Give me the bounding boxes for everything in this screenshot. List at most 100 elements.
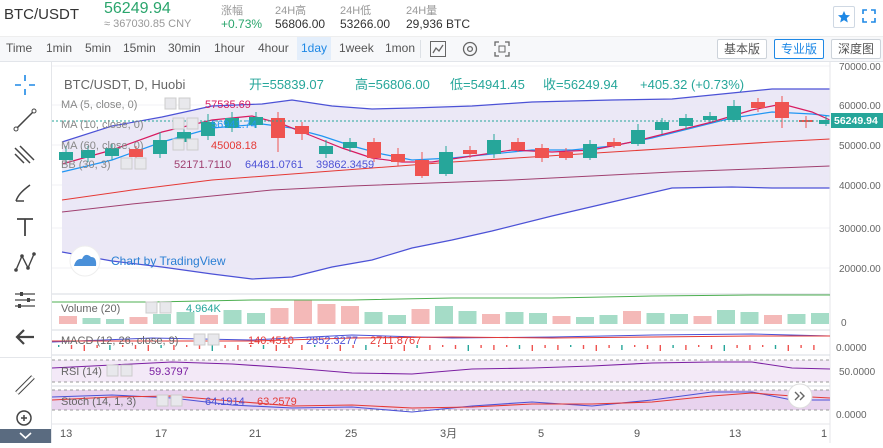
- eye-icon[interactable]: [145, 301, 158, 314]
- volume-bar: [670, 314, 688, 324]
- close-icon[interactable]: [186, 117, 199, 130]
- eye-icon[interactable]: [172, 117, 185, 130]
- macd-histogram-bar: [147, 345, 149, 351]
- close-icon[interactable]: [134, 157, 147, 170]
- timeframe-15min[interactable]: 15min: [123, 41, 156, 55]
- expand-button[interactable]: [859, 6, 879, 26]
- timeframe-5min[interactable]: 5min: [85, 41, 112, 55]
- eye-icon[interactable]: [120, 157, 133, 170]
- volume-bar: [82, 318, 101, 324]
- back-arrow-icon[interactable]: [12, 324, 38, 350]
- macd-histogram-bar: [365, 345, 367, 350]
- macd-histogram-bar: [262, 345, 265, 349]
- timeframe-30min[interactable]: 30min: [168, 41, 201, 55]
- indicator-icon[interactable]: [429, 40, 447, 58]
- volume-label: 24H量: [406, 5, 438, 17]
- price-tick-50000: 50000.00: [839, 141, 881, 152]
- macd-histogram-bar: [800, 345, 802, 348]
- macd-histogram-bar: [416, 345, 418, 348]
- timeframe-4hour[interactable]: 4hour: [258, 41, 289, 55]
- candlesticks: [59, 96, 833, 178]
- close-icon[interactable]: [159, 301, 172, 314]
- macd-histogram-bar: [237, 345, 239, 350]
- tradingview-watermark[interactable]: Chart by TradingView: [69, 245, 226, 277]
- volume-bar: [317, 304, 336, 324]
- volume-bar: [623, 311, 641, 324]
- timeframe-1week[interactable]: 1week: [339, 41, 374, 55]
- text-icon[interactable]: [12, 214, 38, 240]
- rsi-value: 59.3797: [149, 366, 189, 378]
- timeframe-time[interactable]: Time: [6, 41, 33, 55]
- candle-body: [463, 150, 477, 154]
- fullscreen-icon[interactable]: [493, 40, 511, 58]
- zoom-icon[interactable]: [12, 406, 38, 432]
- trendline-icon[interactable]: [12, 107, 38, 133]
- ma10-value: 56941.74: [211, 119, 257, 131]
- candle-body: [391, 154, 405, 162]
- macd-value-1: 140.4510: [248, 335, 294, 347]
- bb-label: BB (30, 3): [61, 159, 111, 171]
- candle-body: [153, 140, 167, 154]
- volume-bar: [129, 317, 148, 324]
- timeframe-1day[interactable]: 1day: [301, 41, 328, 55]
- eye-icon[interactable]: [106, 364, 119, 377]
- macd-histogram-bar: [224, 345, 226, 348]
- close-icon[interactable]: [170, 394, 183, 407]
- volume-ma-line: [52, 294, 830, 303]
- view-basic-button[interactable]: 基本版: [717, 39, 768, 59]
- price-tick-70000: 70000.00: [839, 62, 881, 73]
- timeframe-1mon[interactable]: 1mon: [385, 41, 416, 55]
- macd-histogram-bar: [326, 345, 329, 349]
- eye-icon[interactable]: [172, 138, 185, 151]
- macd-histogram-bar: [454, 345, 457, 349]
- eye-icon[interactable]: [193, 333, 206, 346]
- favorite-button[interactable]: [833, 6, 855, 28]
- pattern-icon[interactable]: [12, 250, 38, 276]
- time-tick: 1: [821, 428, 827, 440]
- close-icon[interactable]: [186, 138, 199, 151]
- close-icon[interactable]: [207, 333, 220, 346]
- macd-histogram-bar: [595, 345, 597, 351]
- timeframe-1min[interactable]: 1min: [46, 41, 73, 55]
- timeframe-1hour[interactable]: 1hour: [214, 41, 245, 55]
- measure-icon[interactable]: [12, 287, 38, 313]
- price-tick-30000: 30000.00: [839, 224, 881, 235]
- crosshair-icon[interactable]: [12, 72, 38, 98]
- legend-low: 低=54941.45: [450, 77, 525, 92]
- volume-bar: [505, 312, 524, 324]
- close-icon[interactable]: [120, 364, 133, 377]
- volume-axis-tick: 0: [841, 318, 847, 329]
- candle-body: [271, 118, 285, 138]
- bollinger-lower-line: [61, 186, 830, 280]
- macd-histogram-bar: [736, 345, 738, 348]
- close-icon[interactable]: [178, 97, 191, 110]
- settings-icon[interactable]: [461, 40, 479, 58]
- candle-body: [59, 152, 73, 160]
- expand-icon: [862, 9, 876, 23]
- ma60-value: 45008.18: [211, 140, 257, 152]
- macd-histogram-bar: [787, 345, 789, 351]
- sidebar-collapse-bar[interactable]: [0, 429, 51, 443]
- time-tick: 25: [345, 428, 357, 440]
- volume-bar: [693, 316, 712, 324]
- time-tick: 21: [249, 428, 261, 440]
- brush-icon[interactable]: [12, 179, 38, 205]
- candle-body: [105, 148, 119, 156]
- fib-icon[interactable]: [12, 142, 38, 168]
- macd-histogram-bar: [557, 345, 559, 350]
- view-pro-button[interactable]: 专业版: [774, 39, 825, 59]
- macd-value-2: 2852.3277: [306, 335, 358, 347]
- eye-icon[interactable]: [164, 97, 177, 110]
- macd-histogram-bar: [762, 345, 764, 347]
- eye-icon[interactable]: [156, 394, 169, 407]
- volume-bar: [458, 311, 477, 324]
- legend-close: 收=56249.94: [543, 77, 618, 92]
- scroll-to-latest-button[interactable]: [787, 383, 813, 409]
- candle-body: [775, 102, 789, 118]
- ruler-icon[interactable]: [12, 372, 38, 398]
- candle-body: [559, 152, 573, 158]
- macd-histogram-bar: [582, 345, 585, 349]
- view-depth-button[interactable]: 深度图: [831, 39, 882, 59]
- candle-body: [583, 144, 597, 158]
- chart-area[interactable]: 70000.00 60000.00 50000.00 40000.00 3000…: [52, 62, 883, 443]
